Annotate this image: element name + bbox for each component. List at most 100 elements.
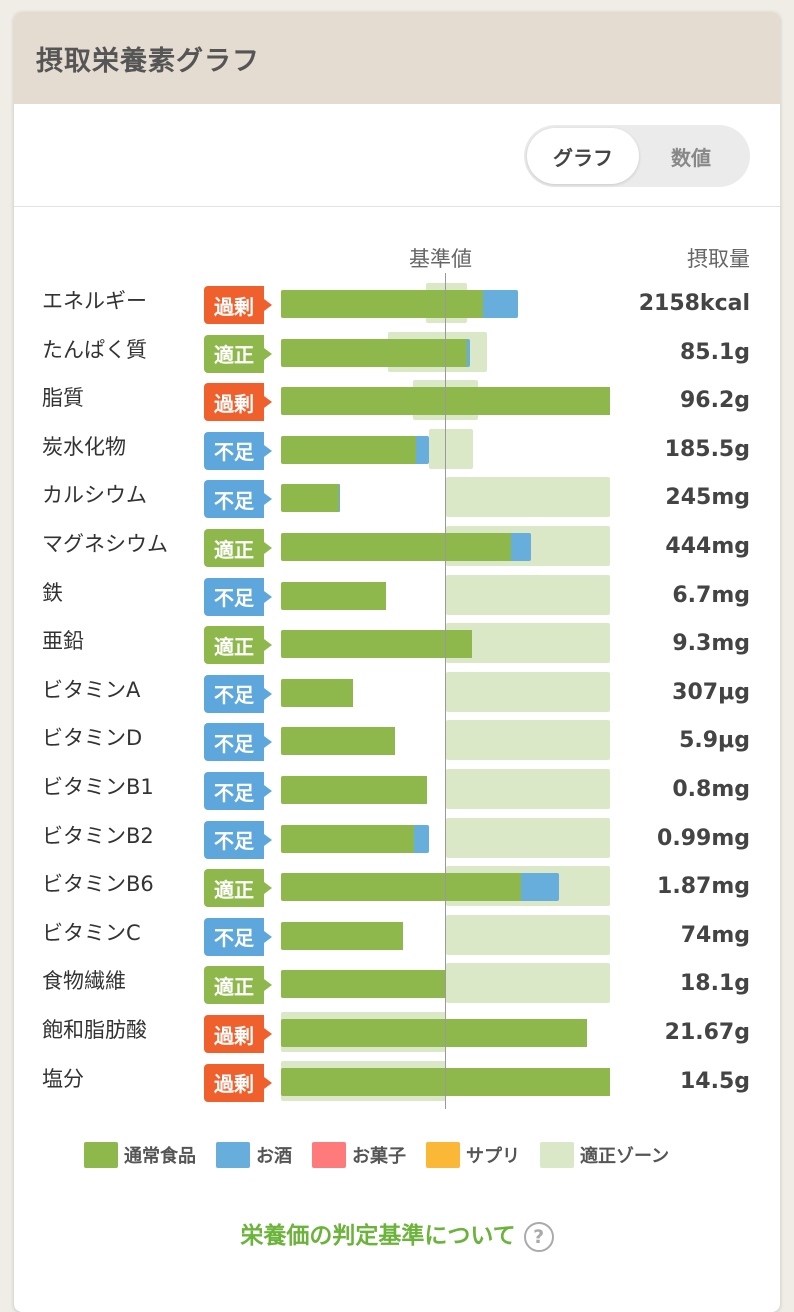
status-badge: 不足 — [204, 917, 272, 956]
nutrient-row: 塩分 過剰 14.5g — [14, 1059, 780, 1102]
intake-value: 18.1g — [679, 971, 750, 997]
nutrient-row: ビタミンB2 不足 0.99mg — [14, 816, 780, 859]
nutrient-row: ビタミンC 不足 74mg — [14, 913, 780, 956]
nutrient-name: 脂質 — [42, 386, 84, 411]
nutrient-name: 食物繊維 — [42, 969, 126, 994]
nutrient-name: ビタミンC — [42, 920, 141, 945]
normal-food-bar — [281, 533, 512, 561]
alcohol-bar — [466, 338, 471, 367]
optimal-zone — [445, 963, 610, 1004]
nutrient-row: 飽和脂肪酸 過剰 21.67g — [14, 1010, 780, 1053]
optimal-zone — [429, 428, 474, 469]
normal-food-bar — [281, 1019, 587, 1047]
view-toggle-row: グラフ 数値 — [14, 104, 780, 206]
criteria-link[interactable]: 栄養価の判定基準について? — [0, 1216, 794, 1252]
divider — [14, 206, 780, 207]
status-badge: 過剰 — [204, 383, 272, 422]
nutrient-row: ビタミンD 不足 5.9μg — [14, 718, 780, 762]
normal-food-bar — [281, 435, 416, 464]
legend-label: サプリ — [466, 1146, 520, 1167]
legend-item: お菓子 — [312, 1142, 406, 1168]
nutrient-name: エネルギー — [42, 289, 147, 313]
legend-label: お菓子 — [352, 1146, 406, 1167]
intake-header: 摂取量 — [687, 247, 750, 271]
intake-value: 85.1g — [679, 339, 750, 365]
numeric-tab[interactable]: 数値 — [671, 145, 711, 170]
optimal-zone — [445, 769, 610, 809]
nutrient-name: ビタミンA — [42, 677, 141, 702]
optimal-zone — [445, 623, 610, 664]
nutrient-graph-card: 摂取栄養素グラフ グラフ 数値 基準値 摂取量 エネルギー 過剰 2158kcal た… — [14, 12, 780, 1312]
nutrient-row: 亜鉛 適正 9.3mg — [14, 621, 780, 665]
status-badge: 不足 — [204, 820, 272, 859]
nutrient-name: ビタミンD — [42, 726, 143, 751]
criteria-link-label[interactable]: 栄養価の判定基準について — [240, 1223, 516, 1249]
status-badge: 適正 — [204, 334, 272, 373]
legend-item: 適正ゾーン — [540, 1142, 669, 1168]
normal-food-bar — [281, 776, 428, 804]
alcohol-bar — [483, 290, 518, 318]
graph-tab[interactable]: グラフ — [527, 128, 639, 184]
nutrient-name: たんぱく質 — [42, 337, 147, 362]
nutrient-row: ビタミンB1 不足 0.8mg — [14, 767, 780, 810]
normal-food-bar — [281, 727, 395, 756]
nutrient-row: ビタミンA 不足 307μg — [14, 670, 780, 713]
nutrient-row: 食物繊維 適正 18.1g — [14, 961, 780, 1005]
legend-swatch — [216, 1142, 250, 1168]
help-icon[interactable]: ? — [523, 1221, 554, 1252]
status-badge: 過剰 — [204, 1015, 272, 1053]
status-badge: 不足 — [204, 480, 272, 519]
intake-value: 185.5g — [664, 436, 750, 462]
normal-food-bar — [281, 484, 339, 513]
alcohol-bar — [521, 873, 559, 902]
normal-food-bar — [281, 290, 484, 318]
nutrient-row: 脂質 過剰 96.2g — [14, 378, 780, 422]
nutrient-name: 飽和脂肪酸 — [42, 1018, 147, 1042]
normal-food-bar — [281, 873, 522, 902]
reference-line — [445, 273, 446, 1109]
status-badge: 不足 — [204, 431, 272, 470]
nutrient-name: 亜鉛 — [42, 629, 84, 654]
intake-value: 6.7mg — [672, 582, 750, 608]
status-badge: 適正 — [204, 869, 272, 908]
normal-food-bar — [281, 824, 415, 853]
reference-header: 基準値 — [409, 247, 472, 271]
alcohol-bar — [511, 533, 532, 561]
intake-value: 14.5g — [679, 1068, 750, 1094]
alcohol-bar — [415, 435, 430, 464]
intake-value: 0.8mg — [672, 777, 750, 802]
nutrient-row: マグネシウム 適正 444mg — [14, 524, 780, 567]
intake-value: 5.9μg — [679, 728, 750, 754]
normal-food-bar — [281, 678, 354, 707]
alcohol-bar — [338, 484, 341, 513]
optimal-zone — [445, 477, 610, 518]
nutrient-row: 鉄 不足 6.7mg — [14, 573, 780, 616]
intake-value: 21.67g — [664, 1020, 750, 1045]
status-badge: 適正 — [204, 529, 272, 567]
status-badge: 適正 — [204, 626, 272, 665]
normal-food-bar — [281, 630, 472, 659]
view-toggle[interactable]: グラフ 数値 — [524, 125, 750, 187]
legend: 通常食品 お酒 お菓子 サプリ 適正ゾーン — [84, 1142, 689, 1168]
legend-label: 適正ゾーン — [580, 1146, 670, 1167]
intake-value: 74mg — [680, 922, 750, 948]
optimal-zone — [445, 671, 610, 712]
status-badge: 不足 — [204, 772, 272, 810]
legend-swatch — [84, 1142, 118, 1168]
nutrient-name: カルシウム — [42, 483, 147, 508]
nutrient-chart: 基準値 摂取量 エネルギー 過剰 2158kcal たんぱく質 適正 85.1g 脂質 過剰 9… — [14, 207, 780, 1127]
nutrient-name: マグネシウム — [42, 532, 168, 556]
nutrient-name: ビタミンB6 — [42, 872, 154, 897]
nutrient-name: 炭水化物 — [42, 434, 126, 459]
status-badge: 不足 — [204, 723, 272, 762]
intake-value: 2158kcal — [638, 291, 750, 316]
optimal-zone — [445, 720, 610, 761]
nutrient-name: ビタミンB1 — [42, 775, 154, 799]
legend-swatch — [426, 1142, 460, 1168]
status-badge: 適正 — [204, 966, 272, 1005]
intake-value: 444mg — [665, 534, 750, 559]
legend-swatch — [540, 1142, 574, 1168]
legend-item: サプリ — [426, 1142, 520, 1168]
legend-label: お酒 — [256, 1146, 292, 1167]
nutrient-row: エネルギー 過剰 2158kcal — [14, 281, 780, 324]
